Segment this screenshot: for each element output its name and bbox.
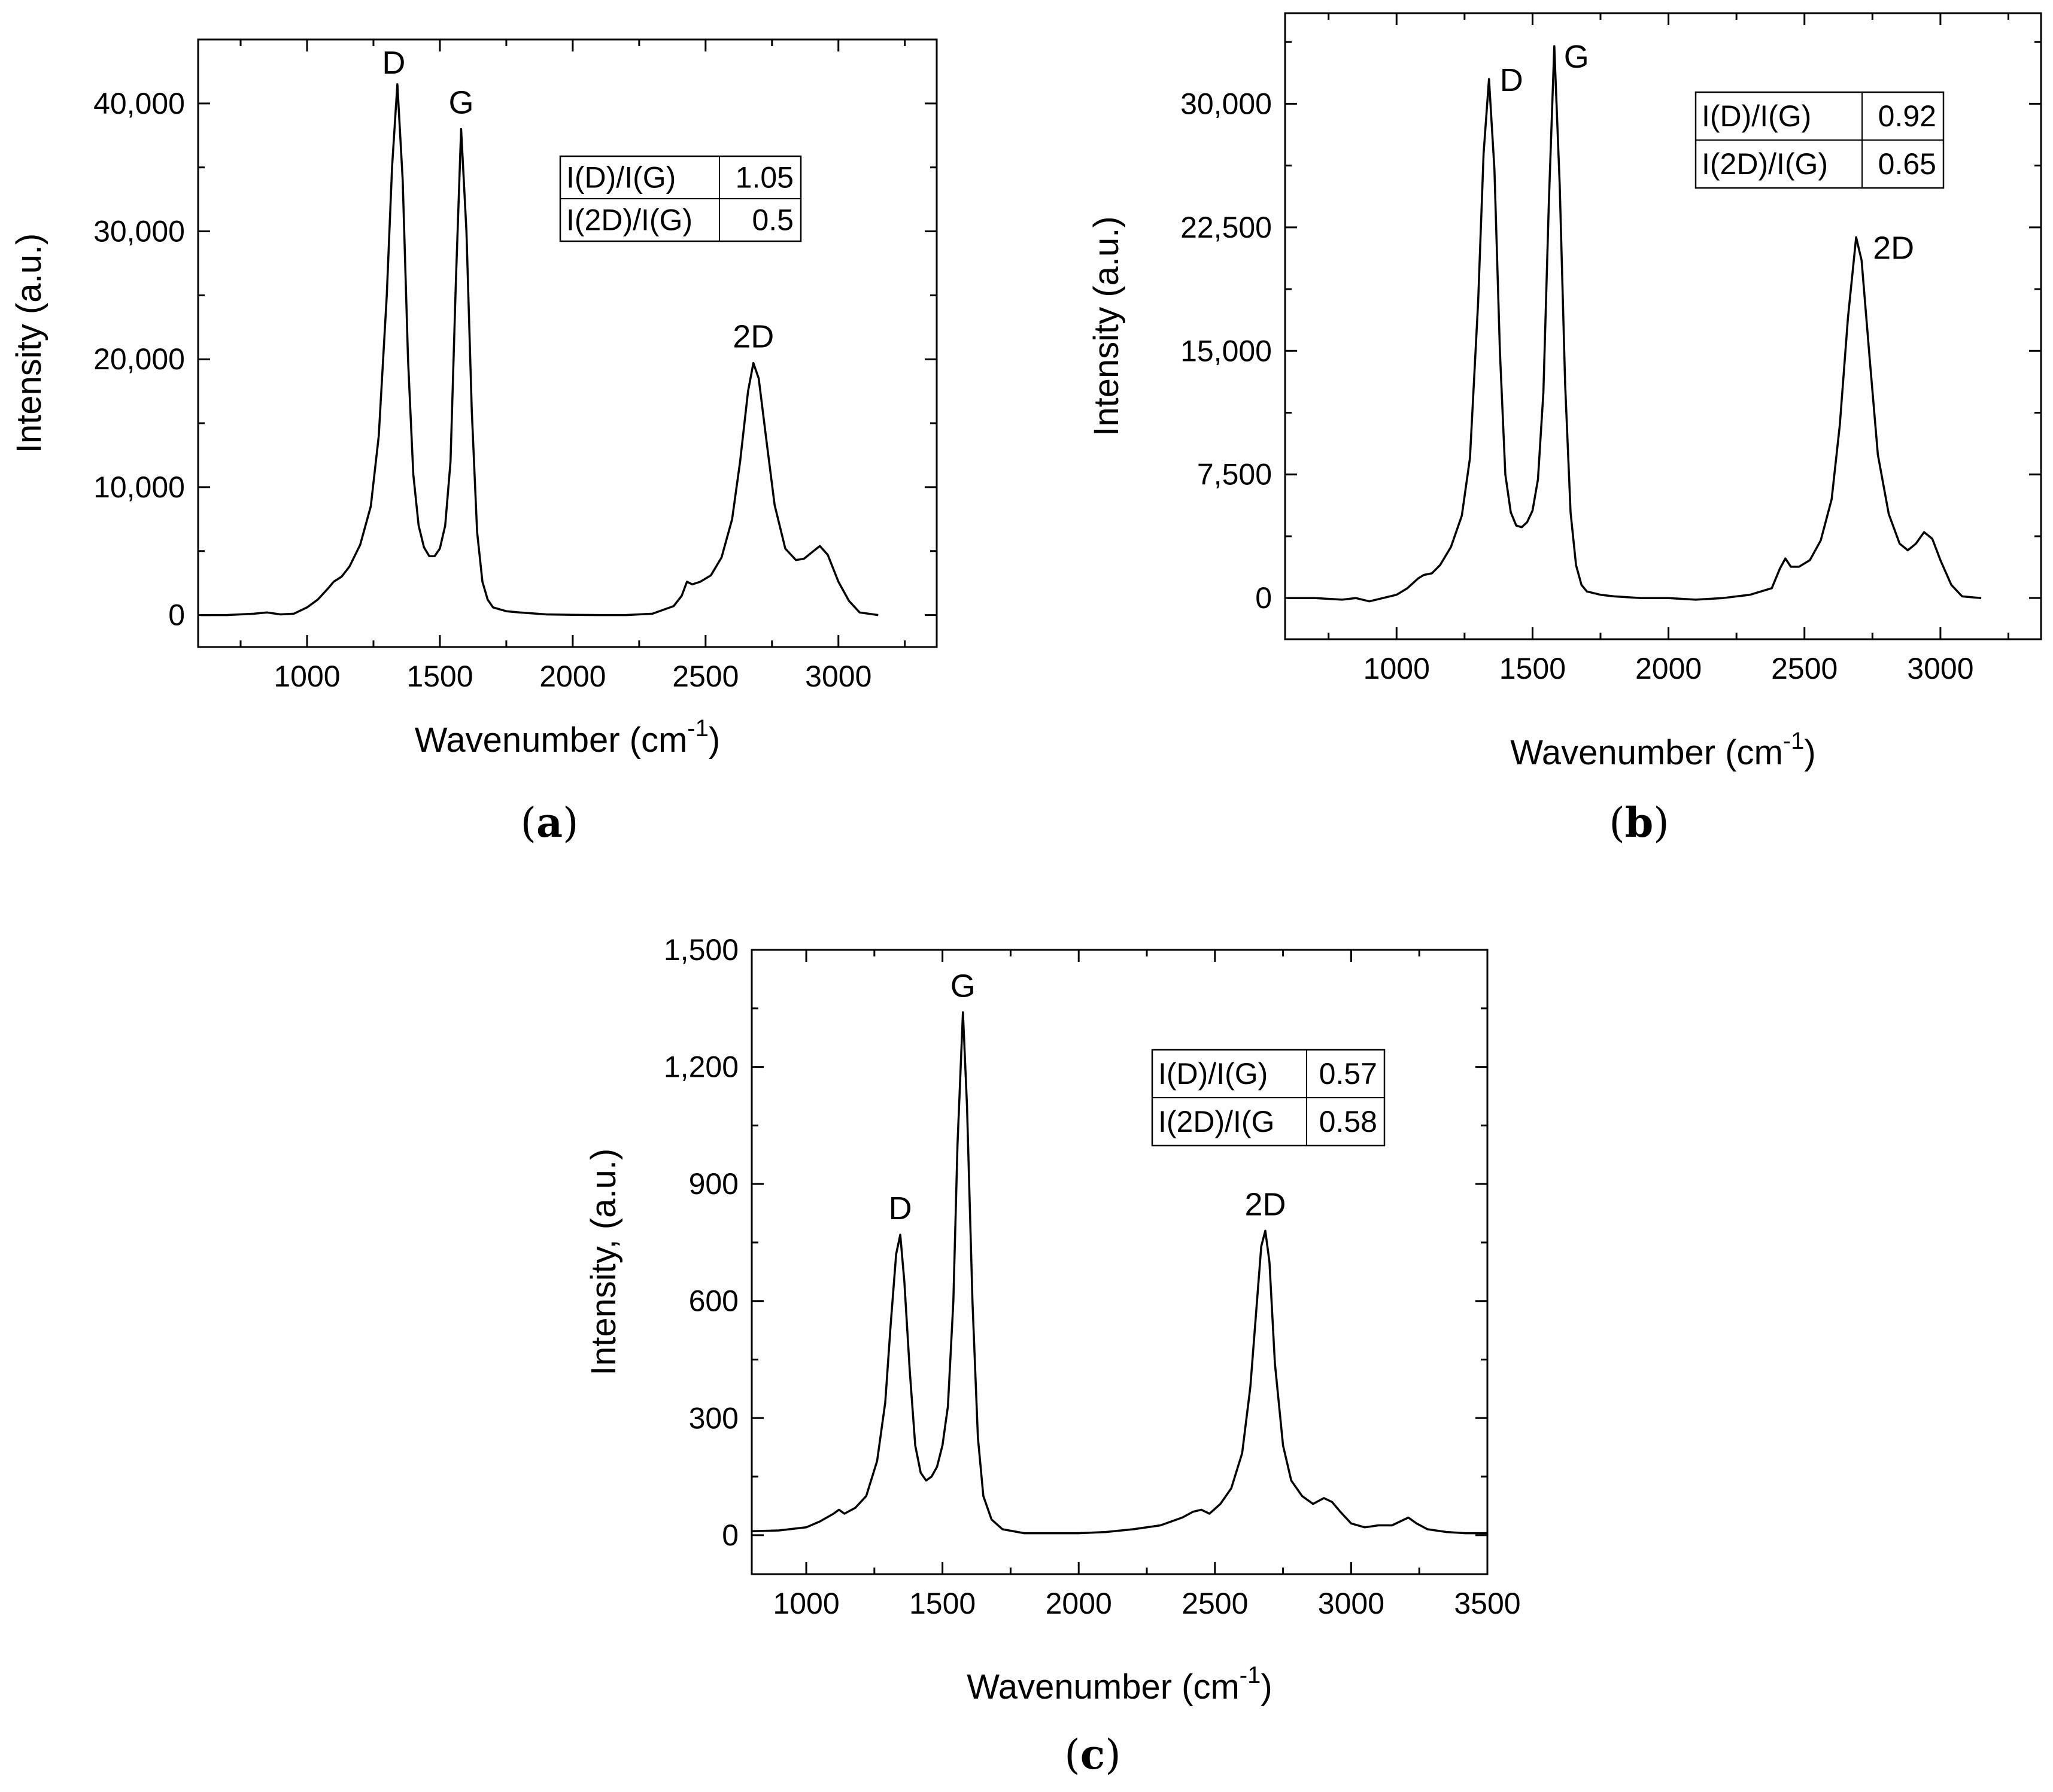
peak-label-d: D: [1500, 62, 1523, 98]
plot-frame: [197, 38, 938, 648]
x-tick-label: 2000: [1635, 652, 1702, 685]
ratio-table: I(D)/I(G) 0.92 I(2D)/I(G) 0.65: [1694, 91, 1945, 189]
x-tick-label: 3000: [1907, 652, 1973, 685]
peak-label-d: D: [382, 45, 405, 81]
y-tick-label: 30,000: [1180, 87, 1272, 120]
ratio-value: 0.5: [752, 204, 794, 237]
ratio-value: 1.05: [736, 161, 794, 195]
chart-c: 1000 1500 2000 2500 3000 3500 0 300 600 900 1,200 1…: [584, 933, 1521, 1779]
plot-frame: [1284, 12, 2042, 640]
peak-label-2d: 2D: [733, 319, 774, 355]
peak-label-g: G: [448, 85, 473, 121]
x-tick-label: 1000: [773, 1587, 839, 1620]
peak-label-g: G: [1564, 39, 1589, 75]
y-tick-label: 15,000: [1180, 334, 1272, 367]
x-axis-title: Wavenumber (cm-1): [1510, 728, 1815, 772]
ratio-table: I(D)/I(G) 1.05 I(2D)/I(G) 0.5: [559, 155, 802, 242]
y-tick-label: 0: [168, 599, 185, 632]
x-tick-label: 1500: [1499, 652, 1566, 685]
ratio-label: I(2D)/I(G): [566, 204, 693, 237]
x-tick-label: 2500: [1771, 652, 1838, 685]
y-axis-title: Intensity (a.u.): [10, 233, 48, 453]
panel-label: (a): [520, 799, 578, 847]
peak-label-g: G: [950, 968, 976, 1004]
spectrum-line: [201, 83, 879, 616]
x-tick-label: 3000: [805, 660, 871, 693]
y-tick-label: 600: [689, 1284, 739, 1318]
ratio-label: I(D)/I(G): [566, 161, 676, 195]
panel-label: (c): [1064, 1731, 1120, 1779]
ratio-value: 0.58: [1319, 1105, 1377, 1138]
plot-frame: [751, 949, 1489, 1575]
y-tick-label: 30,000: [93, 215, 185, 248]
x-tick-label: 3500: [1454, 1587, 1520, 1620]
ratio-label: I(2D)/I(G: [1158, 1105, 1274, 1138]
ratio-value: 0.65: [1878, 147, 1936, 181]
ratio-value: 0.92: [1878, 99, 1936, 133]
x-tick-label: 3000: [1318, 1587, 1384, 1620]
y-axis-title: Intensity, (a.u.): [584, 1149, 623, 1375]
y-axis-title: Intensity (a.u.): [1087, 216, 1126, 436]
y-tick-label: 22,500: [1180, 211, 1272, 244]
x-tick-label: 2000: [1046, 1587, 1112, 1620]
spectrum-line: [751, 1011, 1487, 1535]
ratio-value: 0.57: [1319, 1057, 1377, 1091]
ratio-table: I(D)/I(G) 0.57 I(2D)/I(G 0.58: [1151, 1049, 1386, 1147]
x-tick-label: 1500: [406, 660, 473, 693]
panel-label: (b): [1609, 799, 1669, 847]
y-tick-label: 0: [1255, 581, 1272, 615]
x-tick-label: 2500: [672, 660, 739, 693]
peak-label-2d: 2D: [1873, 230, 1914, 266]
y-tick-label: 20,000: [93, 342, 185, 376]
y-tick-label: 1,200: [664, 1050, 739, 1084]
x-axis-title: Wavenumber (cm-1): [967, 1662, 1272, 1706]
y-tick-label: 300: [689, 1401, 739, 1435]
y-tick-label: 10,000: [93, 470, 185, 504]
peak-label-2d: 2D: [1245, 1186, 1286, 1222]
x-tick-label: 2000: [539, 660, 606, 693]
x-tick-label: 1000: [274, 660, 340, 693]
chart-a: 1000 1500 2000 2500 3000 0 10,000 20,000 30,000 4…: [10, 38, 938, 847]
x-axis-title: Wavenumber (cm-1): [415, 715, 720, 760]
x-tick-label: 1000: [1363, 652, 1430, 685]
ratio-label: I(D)/I(G): [1702, 99, 1811, 133]
y-tick-label: 7,500: [1197, 458, 1272, 491]
spectrum-line: [1287, 45, 1982, 603]
ratio-label: I(D)/I(G): [1158, 1057, 1268, 1091]
y-tick-label: 0: [722, 1518, 739, 1552]
chart-b: 1000 1500 2000 2500 3000 0 7,500 15,000 22,500 30…: [1087, 12, 2042, 847]
x-tick-label: 1500: [909, 1587, 976, 1620]
ratio-label: I(2D)/I(G): [1702, 147, 1828, 181]
y-tick-label: 1,500: [664, 933, 739, 967]
peak-label-d: D: [889, 1190, 912, 1226]
x-tick-label: 2500: [1182, 1587, 1248, 1620]
y-tick-label: 40,000: [93, 87, 185, 120]
y-tick-label: 900: [689, 1167, 739, 1201]
